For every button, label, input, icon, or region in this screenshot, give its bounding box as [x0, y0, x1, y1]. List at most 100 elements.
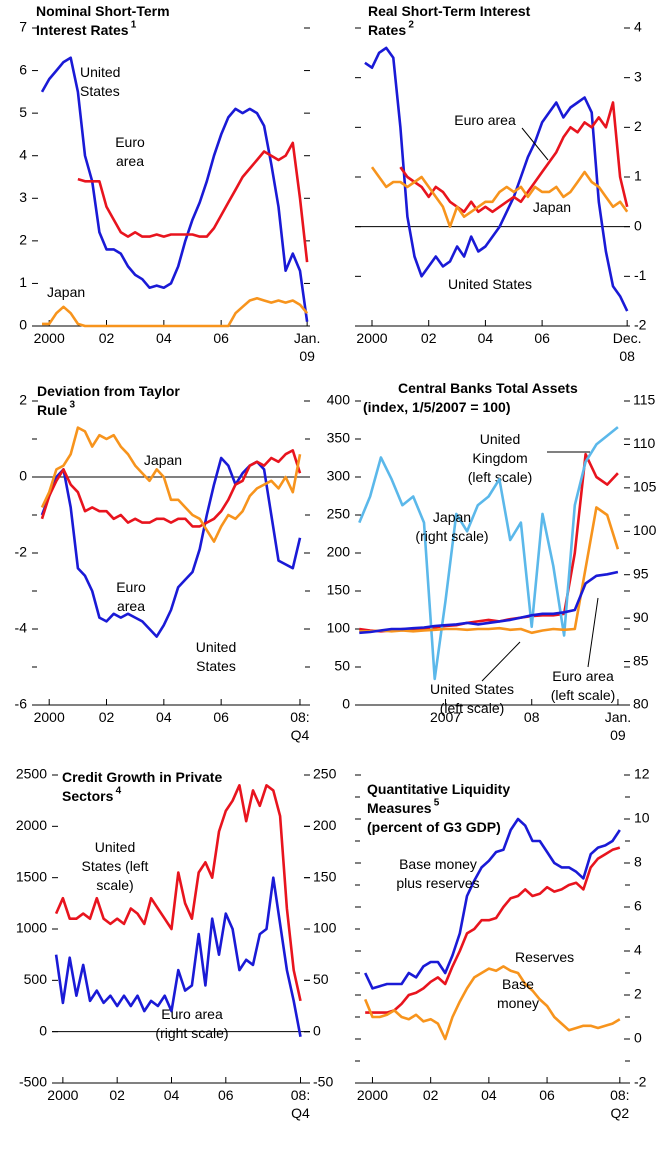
series-line	[364, 46, 629, 312]
y-tick-label: 8	[634, 854, 642, 870]
series-line	[358, 426, 619, 681]
y-tick-label: 200	[327, 544, 351, 560]
y-tick-label: -1	[634, 267, 647, 283]
x-tick-label: 04	[481, 1087, 497, 1103]
series-label: United States	[448, 276, 532, 292]
series-label: Japan	[47, 284, 85, 300]
series-label: United Kingdom (left scale)	[468, 431, 533, 485]
chart-subtitle: (percent of G3 GDP)	[367, 819, 501, 835]
series-line	[42, 297, 309, 328]
series-line	[77, 141, 309, 263]
y-tick-label: 50	[334, 658, 350, 674]
y-tick-label: -2	[634, 317, 647, 333]
chart-title: Deviation from Taylor Rule	[37, 383, 180, 418]
y-tick-label: 350	[327, 430, 351, 446]
series-line	[365, 846, 621, 1014]
y-tick-label: 1	[634, 168, 642, 184]
y2-tick-label: 100	[633, 522, 657, 538]
series-label: Euro area	[115, 134, 145, 169]
y-tick-label: 7	[19, 19, 27, 35]
y2-tick-label: 150	[313, 868, 337, 884]
y2-tick-label: 95	[633, 565, 649, 581]
y-tick-label: 0	[19, 468, 27, 484]
leader-line	[481, 641, 521, 682]
x-tick-label: 2000	[356, 330, 387, 346]
y-tick-label: 400	[327, 392, 351, 408]
y-tick-label: -4	[15, 620, 28, 636]
x-tick-label: 02	[99, 709, 115, 725]
y-tick-label: 4	[19, 146, 27, 162]
y2-tick-label: 110	[633, 435, 656, 451]
y-tick-label: 6	[19, 61, 27, 77]
title-note: 5	[434, 797, 440, 808]
series-line	[40, 449, 302, 528]
y-tick-label: 2500	[16, 766, 47, 782]
title-note: 4	[116, 785, 122, 796]
y-tick-label: 1	[19, 274, 27, 290]
chart-title: Central Banks Total Assets	[398, 380, 578, 396]
chart-title: Real Short-Term Interest Rates	[368, 3, 531, 38]
y2-tick-label: 85	[633, 652, 649, 668]
x-tick-label: 04	[156, 709, 172, 725]
y2-tick-label: 80	[633, 696, 649, 712]
y-tick-label: 12	[634, 766, 650, 782]
y-tick-label: 250	[327, 506, 351, 522]
series-line	[359, 570, 619, 635]
chart-title: Nominal Short-Term Interest Rates	[36, 3, 170, 38]
y-tick-label: 2	[19, 232, 27, 248]
title-note: 2	[408, 19, 414, 30]
y-tick-label: -500	[19, 1074, 47, 1090]
series-line	[359, 506, 620, 635]
title-note: 1	[131, 19, 137, 30]
x-tick-label: 2000	[47, 1087, 78, 1103]
y-tick-label: 3	[19, 189, 27, 205]
x-tick-label: 2000	[357, 1087, 388, 1103]
y-tick-label: -6	[15, 696, 28, 712]
x-tick-label: Dec. 08	[613, 330, 642, 364]
series-line	[54, 876, 302, 1038]
series-label: Euro area (right scale)	[155, 1006, 228, 1041]
x-tick-label: 02	[423, 1087, 439, 1103]
series-label: United States (left scale)	[82, 839, 149, 893]
series-label: Euro area (left scale)	[551, 668, 616, 703]
y-tick-label: 0	[634, 217, 642, 233]
leader-line	[587, 597, 599, 668]
y2-tick-label: 200	[313, 817, 337, 833]
x-tick-label: 06	[534, 330, 550, 346]
series-label: Euro area	[116, 579, 146, 614]
series-line	[363, 965, 621, 1041]
y-tick-label: 500	[24, 971, 48, 987]
y2-tick-label: 105	[633, 479, 657, 495]
x-tick-label: 04	[156, 330, 172, 346]
series-line	[364, 817, 621, 990]
y-tick-label: 0	[634, 1030, 642, 1046]
x-tick-label: 02	[109, 1087, 125, 1103]
x-tick-label: 02	[99, 330, 115, 346]
y-tick-label: 10	[634, 810, 650, 826]
series-line	[40, 426, 302, 543]
series-line	[54, 784, 302, 1002]
y-tick-label: 1000	[16, 920, 47, 936]
x-tick-label: 08: Q4	[291, 1087, 310, 1121]
chart-title: Quantitative Liquidity Measures	[367, 781, 510, 816]
x-tick-label: 02	[421, 330, 437, 346]
series-line	[370, 166, 629, 228]
y-tick-label: 2	[19, 392, 27, 408]
y-tick-label: 4	[634, 19, 642, 35]
x-tick-label: Jan. 09	[605, 709, 631, 743]
x-tick-label: 06	[218, 1087, 234, 1103]
series-label: Reserves	[515, 949, 574, 965]
y-tick-label: 3	[634, 68, 642, 84]
y-tick-label: 2000	[16, 817, 47, 833]
y2-tick-label: 50	[313, 971, 329, 987]
series-line	[399, 101, 629, 214]
y-tick-label: 6	[634, 898, 642, 914]
y-tick-label: 2	[634, 986, 642, 1002]
y-tick-label: 100	[327, 620, 351, 636]
series-label: Japan	[533, 199, 571, 215]
y-tick-label: 2	[634, 118, 642, 134]
x-tick-label: 06	[539, 1087, 555, 1103]
x-tick-label: 2007	[430, 709, 461, 725]
y-tick-label: 5	[19, 104, 27, 120]
